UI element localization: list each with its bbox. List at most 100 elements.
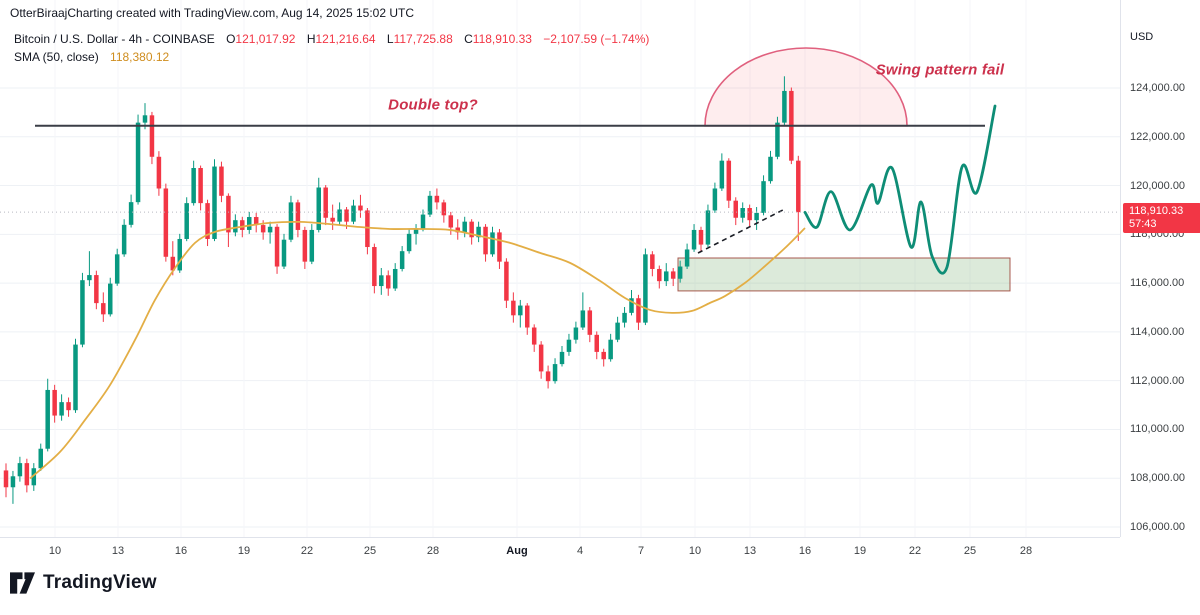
tradingview-logo-icon: [10, 572, 35, 594]
candle-body: [219, 166, 224, 196]
candle-body: [323, 187, 328, 218]
candle-body: [427, 195, 433, 215]
candle-body: [531, 327, 537, 345]
dashed-trendline[interactable]: [697, 209, 784, 254]
time-axis-tick: 28: [426, 545, 440, 557]
time-axis-tick: 28: [1019, 545, 1033, 557]
candle-body: [31, 468, 37, 486]
candle-body: [684, 249, 690, 267]
candle-body: [698, 229, 704, 245]
sma-value: 118,380.12: [110, 50, 170, 64]
time-axis[interactable]: 10 13 16 19 22 25 28 Aug 4 7 10 13 16 19 22 25 28: [0, 537, 1120, 566]
candle-body: [114, 254, 120, 284]
price-axis-label: 110,000.00: [1130, 423, 1185, 436]
candle-body: [525, 305, 530, 328]
price-axis-label: 122,000.00: [1130, 130, 1186, 143]
candle-body: [295, 202, 301, 230]
candle-body: [337, 209, 342, 222]
price-axis-label: 106,000.00: [1130, 521, 1186, 534]
candle-body: [733, 200, 738, 218]
time-axis-tick: 19: [853, 545, 867, 557]
bar-countdown: 57:43: [1129, 218, 1157, 231]
candle-body: [643, 254, 648, 323]
candle-body: [392, 268, 398, 289]
sma-line[interactable]: [29, 220, 806, 480]
candle-body: [3, 470, 9, 488]
candle-body: [768, 156, 773, 182]
candle-body: [101, 303, 106, 315]
candle-body: [128, 202, 134, 225]
candle-body: [80, 280, 85, 345]
candle-body: [441, 202, 447, 216]
candle-body: [233, 220, 238, 233]
candle-body: [434, 195, 440, 203]
time-axis-tick: 7: [637, 545, 645, 557]
candle-body: [622, 312, 627, 323]
candle-body: [573, 327, 579, 340]
candle-body: [664, 271, 669, 282]
candle-body: [705, 210, 711, 245]
price-axis-unit: USD: [1130, 31, 1154, 43]
double-top-annotation[interactable]: Double top?: [388, 96, 478, 114]
candle-body: [650, 254, 655, 269]
swing-dome[interactable]: [704, 47, 908, 127]
candle-body: [52, 389, 57, 416]
candle-body: [358, 205, 363, 211]
candle-body: [615, 322, 620, 340]
candle-body: [497, 232, 502, 262]
candle-body: [538, 344, 544, 372]
support-zone[interactable]: [677, 257, 1011, 292]
candle-body: [226, 195, 231, 233]
candle-body: [504, 261, 509, 301]
swing-fail-annotation[interactable]: Swing pattern fail: [875, 61, 1005, 79]
candle-body: [691, 229, 697, 250]
candle-body: [24, 463, 30, 486]
candle-body: [636, 298, 641, 323]
candle-body: [66, 402, 71, 411]
candle-body: [448, 215, 454, 228]
candle-body: [670, 271, 676, 279]
candle-body: [559, 351, 565, 365]
projection-path[interactable]: [803, 104, 997, 275]
sma-label: SMA (50, close): [14, 50, 99, 64]
attribution-text: OtterBiraajCharting created with Trading…: [10, 6, 414, 20]
candle-body: [184, 203, 189, 239]
price-axis-label: 116,000.00: [1130, 277, 1185, 290]
candle-body: [747, 207, 752, 221]
indicator-row[interactable]: SMA (50, close) 118,380.12: [14, 48, 649, 66]
candle-body: [205, 203, 210, 239]
candle-body: [469, 221, 474, 238]
candle-body: [330, 217, 335, 222]
high-label: H: [306, 32, 316, 46]
candle-body: [191, 167, 196, 204]
change-value: −2,107.59 (−1.74%): [543, 32, 650, 46]
price-axis-label: 124,000.00: [1130, 82, 1186, 94]
candle-body: [274, 226, 280, 267]
candle-body: [344, 209, 349, 222]
candle-body: [566, 339, 572, 352]
candle-body: [406, 233, 412, 252]
candle-body: [379, 275, 384, 287]
candle-body: [476, 226, 481, 238]
candle-body: [302, 229, 308, 262]
tradingview-logo[interactable]: TradingView: [10, 572, 157, 594]
time-axis-tick: 25: [363, 545, 377, 557]
candle-body: [135, 122, 141, 203]
candle-body: [247, 217, 252, 230]
time-axis-tick: 19: [237, 545, 251, 557]
candle-body: [775, 122, 780, 157]
candle-body: [761, 181, 766, 213]
price-axis-label: 114,000.00: [1130, 325, 1185, 338]
tradingview-logo-text: TradingView: [43, 572, 157, 593]
current-price-label: 118,910.33 57:43: [1123, 203, 1200, 234]
candle-body: [163, 188, 169, 257]
time-axis-tick: 16: [174, 545, 188, 557]
price-chart-canvas[interactable]: [0, 0, 1120, 537]
candle-body: [260, 225, 266, 233]
candle-body: [796, 160, 801, 213]
candle-body: [156, 156, 162, 189]
price-axis[interactable]: USD 118,910.33 57:43 124,000.00 122,000.0…: [1120, 0, 1200, 537]
candle-body: [782, 90, 787, 123]
candle-body: [121, 224, 127, 255]
